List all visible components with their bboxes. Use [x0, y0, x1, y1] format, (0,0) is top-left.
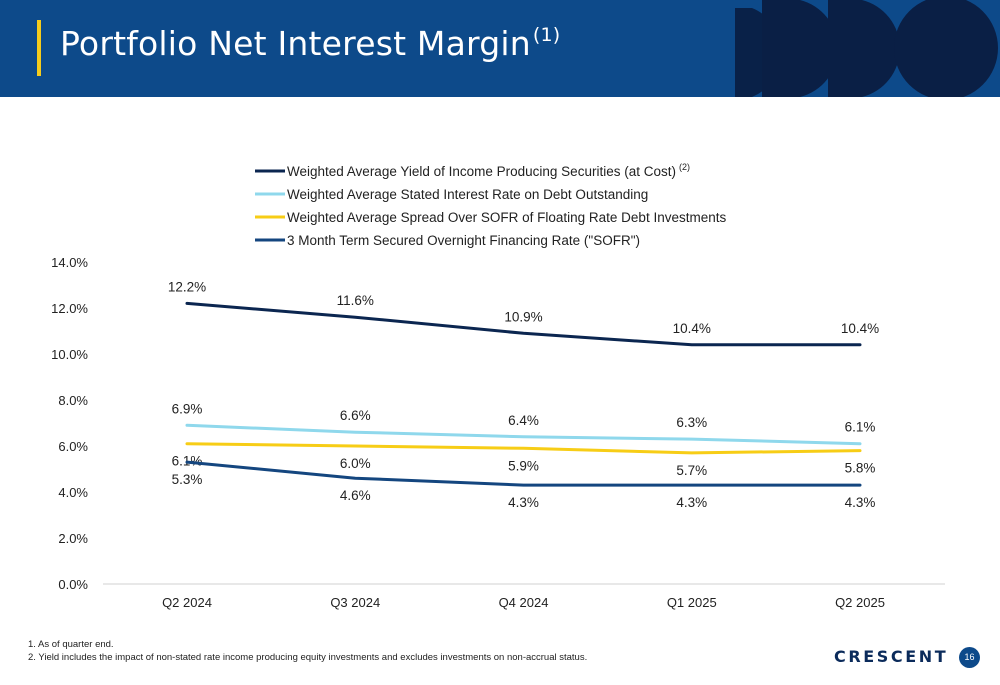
- data-label: 5.3%: [172, 472, 203, 487]
- series-line: [185, 442, 862, 455]
- y-tick-label: 6.0%: [58, 439, 88, 454]
- data-label: 10.4%: [841, 321, 879, 336]
- x-axis: Q2 2024 Q3 2024 Q4 2024 Q1 2025 Q2 2025: [103, 583, 945, 610]
- footnote-2: 2. Yield includes the impact of non-stat…: [28, 652, 588, 663]
- page-number: 16: [959, 647, 980, 668]
- y-tick-label: 12.0%: [51, 301, 88, 316]
- data-label: 4.3%: [676, 495, 707, 510]
- x-tick-label: Q2 2025: [835, 595, 885, 610]
- series-2: 6.9% 6.6% 6.4% 6.3% 6.1%: [172, 401, 876, 446]
- x-tick-label: Q4 2024: [499, 595, 549, 610]
- title-accent-bar: [37, 20, 41, 76]
- data-label: 12.2%: [168, 279, 206, 294]
- data-label: 6.3%: [676, 415, 707, 430]
- data-label: 4.3%: [845, 495, 876, 510]
- data-label: 5.8%: [845, 461, 876, 476]
- y-tick-label: 10.0%: [51, 347, 88, 362]
- legend-label: Weighted Average Stated Interest Rate on…: [287, 187, 648, 202]
- x-tick-label: Q3 2024: [330, 595, 380, 610]
- series-1: 12.2% 11.6% 10.9% 10.4% 10.4%: [168, 279, 879, 347]
- x-tick-label: Q1 2025: [667, 595, 717, 610]
- y-tick-label: 0.0%: [58, 577, 88, 592]
- series-3: 6.1% 6.0% 5.9% 5.7% 5.8%: [172, 442, 876, 478]
- data-label: 6.6%: [340, 408, 371, 423]
- line-chart: Weighted Average Yield of Income Produci…: [51, 162, 945, 610]
- data-label: 10.4%: [673, 321, 711, 336]
- data-label: 6.0%: [340, 456, 371, 471]
- y-tick-label: 8.0%: [58, 393, 88, 408]
- data-label: 11.6%: [337, 293, 374, 308]
- data-label: 10.9%: [504, 309, 542, 324]
- crescent-shapes-icon: [735, 0, 998, 97]
- data-label: 4.3%: [508, 495, 539, 510]
- title-footnote-marker: (1): [532, 24, 561, 46]
- chart-legend: Weighted Average Yield of Income Produci…: [255, 162, 726, 248]
- series-line: [185, 301, 862, 347]
- legend-superscript: (2): [679, 162, 690, 172]
- data-label: 6.4%: [508, 413, 539, 428]
- series-line: [185, 460, 862, 487]
- chart-series: 12.2% 11.6% 10.9% 10.4% 10.4% 6.9% 6.6% 6.4% 6.3…: [168, 279, 879, 510]
- crescent-logo: CRESCENT: [834, 647, 949, 666]
- y-axis: 0.0% 2.0% 4.0% 6.0% 8.0% 10.0% 12.0% 14.0%: [51, 255, 88, 592]
- y-tick-label: 2.0%: [58, 531, 88, 546]
- x-tick-label: Q2 2024: [162, 595, 212, 610]
- data-label: 5.7%: [676, 463, 707, 478]
- y-tick-label: 4.0%: [58, 485, 88, 500]
- series-line: [185, 423, 862, 446]
- legend-label: Weighted Average Spread Over SOFR of Flo…: [287, 210, 726, 225]
- y-tick-label: 14.0%: [51, 255, 88, 270]
- footnote-1: 1. As of quarter end.: [28, 639, 114, 650]
- data-label: 6.1%: [845, 420, 876, 435]
- legend-label: 3 Month Term Secured Overnight Financing…: [287, 233, 640, 248]
- page-title-text: Portfolio Net Interest Margin: [60, 24, 531, 63]
- data-label: 5.9%: [508, 458, 539, 473]
- series-4: 5.3% 4.6% 4.3% 4.3% 4.3%: [172, 460, 876, 510]
- data-label: 4.6%: [340, 488, 371, 503]
- page-title: Portfolio Net Interest Margin (1): [60, 24, 560, 63]
- legend-label: Weighted Average Yield of Income Produci…: [287, 164, 676, 179]
- footnotes: 1. As of quarter end. 2. Yield includes …: [28, 638, 587, 664]
- header: Portfolio Net Interest Margin (1): [0, 0, 1000, 97]
- data-label: 6.9%: [172, 401, 203, 416]
